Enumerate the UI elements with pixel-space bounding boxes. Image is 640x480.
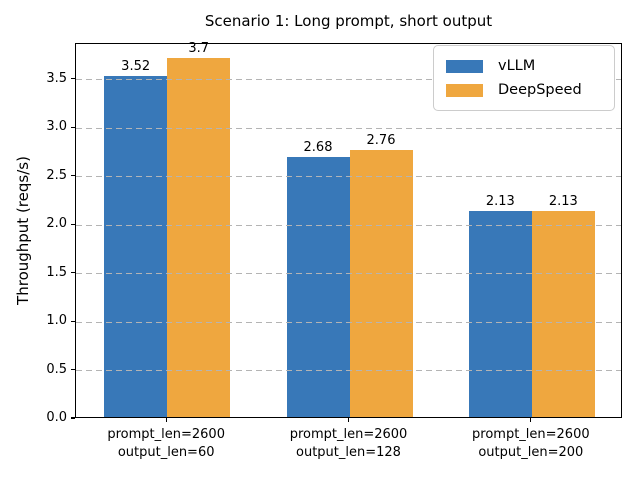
y-tick-mark [71,417,75,419]
y-tick-label: 0.0 [46,410,67,425]
legend-label: DeepSpeed [498,82,582,98]
x-category-label-line: prompt_len=2600 [289,427,408,442]
legend-label: vLLM [498,58,536,74]
chart-title: Scenario 1: Long prompt, short output [204,12,493,30]
y-tick-label: 2.0 [46,216,67,232]
bar-value-label: 2.68 [303,140,333,156]
y-tick-label: 1.0 [46,313,67,329]
gridline [76,79,621,81]
gridline [76,176,621,178]
bar-deepspeed [531,210,595,417]
y-tick-mark [71,223,75,225]
bar-value-label: 2.13 [485,193,515,209]
y-tick-mark [71,320,75,322]
bar-deepspeed [167,58,231,417]
y-tick-mark [71,78,75,80]
bar-vllm [468,210,532,417]
x-category-label-line: prompt_len=2600 [107,427,225,442]
y-tick-mark [71,126,75,128]
x-tick-mark [530,418,532,422]
y-tick-label: 3.5 [46,70,67,86]
bar-value-label: 2.76 [366,132,396,148]
gridline [76,321,621,323]
bar-value-label: 2.13 [548,193,578,209]
y-tick-mark [71,272,75,274]
legend-swatch-vllm [446,59,483,73]
x-tick-mark [165,418,167,422]
bar-value-label: 3.7 [188,41,209,57]
x-category-label-line: output_len=200 [478,445,584,460]
y-tick-mark [71,368,75,371]
x-tick-mark [347,418,350,422]
y-tick-label: 1.5 [46,264,67,280]
gridline [76,370,621,372]
legend-swatch-deepspeed [446,83,483,97]
bar-vllm [104,75,168,417]
gridline [76,273,621,275]
bar-value-label: 3.52 [121,58,151,74]
legend-row-vllm: vLLM [446,55,602,77]
x-category-label-line: output_len=60 [117,445,215,460]
legend-row-deepspeed: DeepSpeed [446,79,602,101]
gridline [76,127,621,129]
y-tick-mark [71,175,75,177]
x-category-label-line: output_len=128 [296,445,401,460]
bar-vllm [286,157,350,417]
y-tick-label: 2.5 [46,167,67,183]
x-category-label: prompt_len=2600 output_len=200 [440,426,622,462]
y-tick-label: 3.0 [46,119,67,135]
bar-deepspeed [349,149,413,417]
legend: vLLM DeepSpeed [433,45,615,111]
x-category-label-line: prompt_len=2600 [472,427,590,442]
y-tick-label: 0.5 [46,361,67,377]
x-category-label: prompt_len=2600 output_len=60 [75,426,257,462]
x-category-label: prompt_len=2600 output_len=128 [257,426,439,462]
gridline [76,224,621,226]
